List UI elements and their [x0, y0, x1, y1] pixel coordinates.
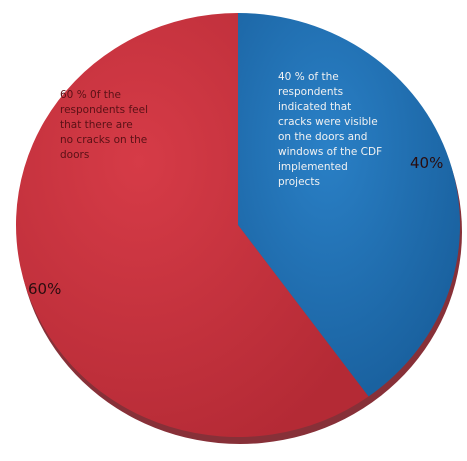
- value-label-40: 40%: [410, 154, 443, 172]
- pie-slice-40: [238, 13, 460, 397]
- value-label-60: 60%: [28, 280, 61, 298]
- blue-annotation: 40 % of the respondents indicated that crac…: [278, 71, 382, 188]
- pie-slice-60: [15, 13, 369, 437]
- red-annotation: 60 % 0f the respondents feel that there ar…: [60, 89, 148, 161]
